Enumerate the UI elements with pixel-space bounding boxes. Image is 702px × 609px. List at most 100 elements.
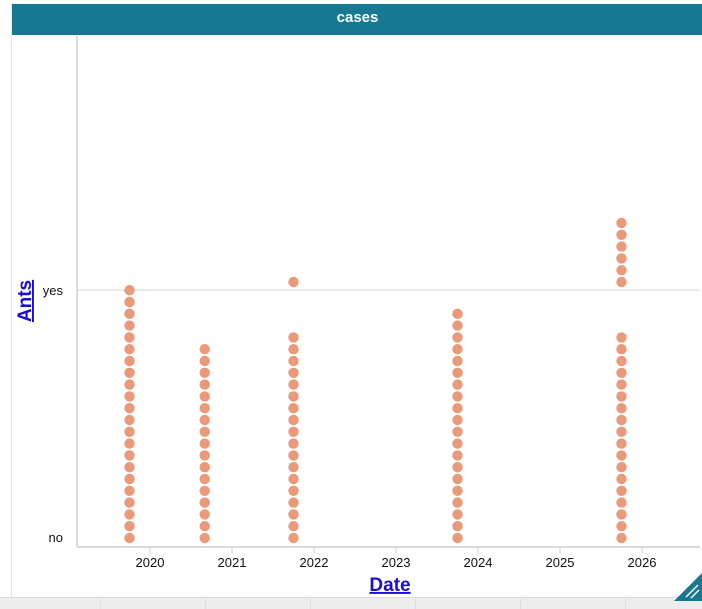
case-dot-no[interactable]	[288, 332, 299, 343]
case-dot-no[interactable]	[288, 391, 299, 402]
case-dot-no[interactable]	[616, 367, 627, 378]
case-dot-no[interactable]	[124, 521, 135, 532]
case-dot-yes[interactable]	[616, 276, 627, 288]
case-dot-no[interactable]	[199, 391, 210, 402]
case-dot-no[interactable]	[452, 403, 463, 414]
y-axis-title[interactable]: Ants	[15, 280, 36, 322]
case-dot-no[interactable]	[199, 521, 210, 532]
case-dot-no[interactable]	[616, 438, 627, 449]
case-dot-no[interactable]	[124, 308, 135, 319]
case-dot-no[interactable]	[616, 485, 627, 496]
case-dot-yes[interactable]	[288, 276, 299, 288]
case-dot-yes[interactable]	[616, 229, 627, 240]
case-dot-no[interactable]	[288, 462, 299, 473]
case-dot-no[interactable]	[199, 426, 210, 437]
case-dot-no[interactable]	[199, 485, 210, 496]
case-dot-yes[interactable]	[616, 217, 627, 229]
case-dot-no[interactable]	[199, 414, 210, 426]
case-dot-yes[interactable]	[616, 241, 627, 252]
case-dot-no[interactable]	[288, 485, 299, 496]
case-dot-no[interactable]	[288, 355, 299, 367]
case-dot-no[interactable]	[124, 414, 135, 426]
case-dot-no[interactable]	[616, 450, 627, 461]
case-dot-no[interactable]	[452, 473, 463, 485]
case-dot-no[interactable]	[452, 450, 463, 461]
case-dot-no[interactable]	[616, 509, 627, 520]
case-dot-no[interactable]	[199, 473, 210, 485]
case-dot-no[interactable]	[452, 438, 463, 449]
case-dot-no[interactable]	[199, 438, 210, 449]
case-dot-no[interactable]	[199, 462, 210, 473]
case-dot-no[interactable]	[124, 485, 135, 496]
case-dot-no[interactable]	[288, 521, 299, 532]
x-axis-title[interactable]: Date	[369, 575, 410, 596]
case-dot-no[interactable]	[199, 532, 210, 544]
case-dot-no[interactable]	[452, 344, 463, 355]
case-dot-no[interactable]	[616, 473, 627, 485]
case-dot-no[interactable]	[199, 379, 210, 390]
case-dot-no[interactable]	[124, 438, 135, 449]
case-dot-no[interactable]	[288, 450, 299, 461]
case-dot-no[interactable]	[288, 509, 299, 520]
case-dot-no[interactable]	[616, 414, 627, 426]
case-dot-no[interactable]	[452, 367, 463, 378]
case-dot-no[interactable]	[452, 355, 463, 367]
case-dot-no[interactable]	[199, 497, 210, 508]
case-dot-no[interactable]	[199, 344, 210, 355]
case-dot-no[interactable]	[288, 367, 299, 378]
case-dot-no[interactable]	[288, 344, 299, 355]
case-dot-no[interactable]	[616, 462, 627, 473]
case-dot-no[interactable]	[452, 532, 463, 544]
case-dot-no[interactable]	[616, 426, 627, 437]
case-dot-no[interactable]	[124, 532, 135, 544]
case-dot-no[interactable]	[452, 414, 463, 426]
case-dot-no[interactable]	[199, 403, 210, 414]
case-dot-no[interactable]	[124, 320, 135, 331]
case-dot-no[interactable]	[288, 473, 299, 485]
case-dot-no[interactable]	[199, 450, 210, 461]
case-dot-no[interactable]	[616, 332, 627, 343]
case-dot-no[interactable]	[124, 367, 135, 378]
case-dot-no[interactable]	[288, 438, 299, 449]
case-dot-no[interactable]	[452, 391, 463, 402]
case-dot-no[interactable]	[199, 509, 210, 520]
case-dot-no[interactable]	[124, 379, 135, 390]
case-dot-no[interactable]	[452, 462, 463, 473]
resize-handle-icon[interactable]	[672, 571, 702, 601]
case-dot-no[interactable]	[452, 521, 463, 532]
case-dot-no[interactable]	[124, 391, 135, 402]
case-dot-yes[interactable]	[616, 253, 627, 264]
case-dot-no[interactable]	[616, 355, 627, 367]
case-dot-no[interactable]	[452, 485, 463, 496]
case-dot-no[interactable]	[124, 450, 135, 461]
case-dot-no[interactable]	[288, 403, 299, 414]
case-dot-no[interactable]	[124, 509, 135, 520]
case-dot-no[interactable]	[288, 497, 299, 508]
case-dot-no[interactable]	[616, 532, 627, 544]
case-dot-no[interactable]	[616, 497, 627, 508]
case-dot-no[interactable]	[616, 379, 627, 390]
case-dot-yes[interactable]	[616, 265, 627, 276]
case-dot-no[interactable]	[288, 379, 299, 390]
case-dot-no[interactable]	[124, 403, 135, 414]
case-dot-no[interactable]	[452, 426, 463, 437]
case-dot-no[interactable]	[452, 320, 463, 331]
case-dot-no[interactable]	[124, 426, 135, 437]
case-dot-no[interactable]	[124, 344, 135, 355]
case-dot-no[interactable]	[288, 426, 299, 437]
case-dot-no[interactable]	[124, 332, 135, 343]
case-dot-no[interactable]	[288, 532, 299, 544]
case-dot-no[interactable]	[452, 332, 463, 343]
case-dot-no[interactable]	[452, 308, 463, 319]
case-dot-no[interactable]	[199, 367, 210, 378]
case-dot-no[interactable]	[452, 379, 463, 390]
case-dot-no[interactable]	[616, 403, 627, 414]
case-dot-no[interactable]	[124, 285, 135, 296]
case-dot-no[interactable]	[288, 414, 299, 426]
case-dot-no[interactable]	[452, 509, 463, 520]
case-dot-no[interactable]	[124, 296, 135, 308]
case-dot-no[interactable]	[616, 521, 627, 532]
case-dot-no[interactable]	[124, 473, 135, 485]
case-dot-no[interactable]	[124, 497, 135, 508]
case-dot-no[interactable]	[452, 497, 463, 508]
